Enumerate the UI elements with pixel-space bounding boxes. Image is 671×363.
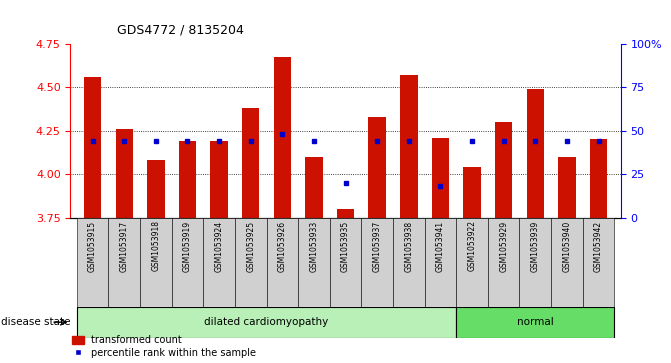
Bar — [431, 138, 449, 218]
Bar — [211, 141, 227, 218]
Text: GSM1053937: GSM1053937 — [372, 220, 382, 272]
Bar — [109, 218, 140, 307]
Text: GSM1053926: GSM1053926 — [278, 220, 287, 272]
Bar — [298, 218, 329, 307]
Bar — [305, 157, 323, 218]
Bar — [266, 218, 298, 307]
Text: GSM1053929: GSM1053929 — [499, 220, 508, 272]
Bar — [115, 129, 133, 218]
Bar — [337, 209, 354, 218]
Bar — [274, 57, 291, 218]
Text: normal: normal — [517, 317, 554, 327]
Bar — [495, 122, 513, 218]
Bar — [551, 218, 582, 307]
Text: GSM1053942: GSM1053942 — [594, 220, 603, 272]
Bar — [425, 218, 456, 307]
Text: GSM1053940: GSM1053940 — [562, 220, 572, 272]
Text: GSM1053938: GSM1053938 — [405, 220, 413, 272]
Bar — [456, 218, 488, 307]
Bar — [368, 117, 386, 218]
Bar — [464, 167, 480, 218]
Bar — [178, 141, 196, 218]
Text: dilated cardiomyopathy: dilated cardiomyopathy — [205, 317, 329, 327]
Bar — [140, 218, 172, 307]
Bar — [84, 77, 101, 218]
Text: GSM1053918: GSM1053918 — [152, 220, 160, 272]
Bar — [519, 218, 551, 307]
Text: GSM1053917: GSM1053917 — [119, 220, 129, 272]
Text: GSM1053935: GSM1053935 — [341, 220, 350, 272]
Bar — [582, 218, 615, 307]
Bar — [362, 218, 393, 307]
Bar — [147, 160, 164, 218]
Bar — [172, 218, 203, 307]
Text: GSM1053919: GSM1053919 — [183, 220, 192, 272]
Text: disease state: disease state — [1, 317, 70, 327]
Text: GSM1053922: GSM1053922 — [468, 220, 476, 272]
Legend: transformed count, percentile rank within the sample: transformed count, percentile rank withi… — [72, 335, 256, 358]
Text: GDS4772 / 8135204: GDS4772 / 8135204 — [117, 23, 244, 36]
Bar — [590, 139, 607, 218]
Text: GSM1053939: GSM1053939 — [531, 220, 539, 272]
Bar — [76, 307, 456, 338]
Text: GSM1053924: GSM1053924 — [215, 220, 223, 272]
Bar — [329, 218, 362, 307]
Bar — [76, 218, 109, 307]
Bar — [203, 218, 235, 307]
Bar — [393, 218, 425, 307]
Bar — [558, 157, 576, 218]
Text: GSM1053933: GSM1053933 — [309, 220, 319, 272]
Bar — [235, 218, 266, 307]
Bar — [456, 307, 615, 338]
Text: GSM1053915: GSM1053915 — [88, 220, 97, 272]
Bar — [527, 89, 544, 218]
Bar — [242, 108, 260, 218]
Text: GSM1053941: GSM1053941 — [436, 220, 445, 272]
Bar — [400, 75, 417, 218]
Bar — [488, 218, 519, 307]
Text: GSM1053925: GSM1053925 — [246, 220, 255, 272]
